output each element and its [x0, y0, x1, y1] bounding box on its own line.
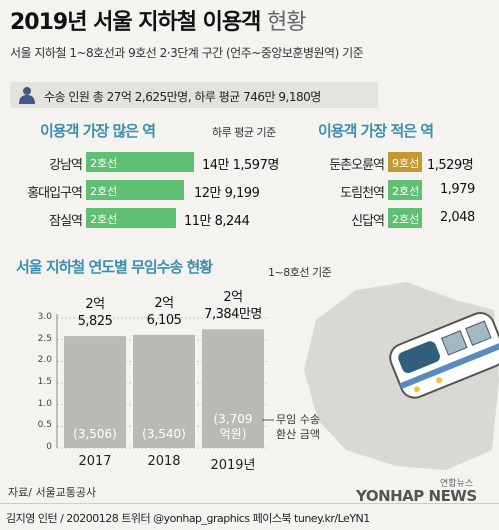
y-tick-label: 0 — [46, 442, 52, 452]
source-note: 자료/ 서울교통공사 — [8, 486, 97, 499]
credit-text: 김지영 인턴 / 20200128 트위터 @yonhap_graphics 페… — [6, 512, 370, 525]
station-name: 신답역 — [351, 214, 385, 229]
line-badge: 2호선 — [86, 152, 194, 172]
y-tick-label: 2.0 — [37, 355, 52, 366]
line-label: 2호선 — [90, 213, 118, 226]
line-label: 2호선 — [392, 213, 420, 226]
bar-2017 — [64, 336, 126, 448]
line-label: 9호선 — [392, 157, 420, 170]
station-name: 강남역 — [49, 158, 83, 173]
least-title: 이용객 가장 적은 역 — [318, 122, 434, 140]
credit-bar — [0, 503, 499, 530]
y-tick-label: 0.5 — [37, 420, 52, 431]
bar-inner-label: (3,709 억원) — [213, 412, 253, 441]
station-value: 1,979 — [440, 182, 475, 197]
subtitle: 서울 지하철 1~8호선과 9호선 2·3단계 구간 (언주~중앙보훈병원역) … — [10, 46, 364, 60]
station-value: 12만 9,199 — [194, 186, 260, 201]
line-badge: 2호선 — [86, 208, 176, 228]
agency-small-label: 연합뉴스 — [440, 479, 474, 489]
station-name: 도림천역 — [340, 186, 385, 201]
free-title: 서울 지하철 연도별 무임수송 현황 — [16, 258, 213, 276]
most-note: 하루 평균 기준 — [212, 126, 276, 139]
station-value: 2,048 — [440, 210, 475, 225]
person-icon — [19, 87, 35, 104]
bar-value-label: 2억 7,384만명 — [204, 290, 262, 323]
station-value: 14만 1,597명 — [202, 158, 279, 173]
bar-value-label: 2억 5,825 — [77, 297, 113, 330]
line-badge: 2호선 — [388, 208, 422, 228]
y-tick-label: 3.0 — [37, 312, 52, 322]
y-tick-label: 2.5 — [37, 333, 52, 344]
line-badge: 9호선 — [388, 152, 422, 172]
y-tick-label: 1.5 — [37, 377, 52, 387]
station-name: 잠실역 — [49, 214, 83, 229]
bar-2018 — [133, 334, 195, 448]
seoul-map-train-illustration — [304, 282, 499, 470]
title-suffix: 현황 — [267, 10, 306, 35]
most-title: 이용객 가장 많은 역 — [40, 122, 156, 140]
y-tick-label: 1.0 — [37, 398, 52, 409]
x-tick-label: 2017 — [78, 454, 112, 469]
totals-text: 수송 인원 총 27억 2,625만명, 하루 평균 746만 9,180명 — [44, 90, 321, 104]
totals-box — [10, 82, 378, 108]
line-label: 2호선 — [90, 157, 118, 170]
legend-note: 무임 수송 환산 금액 — [276, 412, 320, 442]
station-name: 둔촌오륜역 — [329, 158, 385, 173]
bar-2019년 — [202, 329, 264, 448]
title-main: 2019년 서울 지하철 이용객 — [10, 10, 261, 35]
legend-note-line1: 무임 수송 — [276, 413, 320, 426]
line-label: 2호선 — [90, 185, 118, 198]
legend-note-line2: 환산 금액 — [276, 428, 320, 441]
x-tick-label: 2019년 — [210, 458, 256, 473]
agency-logo-text: YONHAP NEWS — [356, 487, 477, 505]
line-badge: 2호선 — [86, 180, 184, 200]
station-name: 홍대입구역 — [27, 186, 83, 201]
free-note: 1~8호선 기준 — [268, 266, 332, 279]
page-title: 2019년 서울 지하철 이용객 현황 — [10, 4, 307, 36]
station-value: 11만 8,244 — [184, 214, 250, 229]
x-tick-label: 2018 — [147, 454, 181, 469]
line-label: 2호선 — [392, 185, 420, 198]
station-value: 1,529명 — [427, 158, 474, 173]
bar-inner-label: (3,506) — [73, 427, 117, 441]
bar-value-label: 2억 6,105 — [146, 295, 182, 328]
line-badge: 2호선 — [388, 180, 422, 200]
bar-inner-label: (3,540) — [142, 427, 186, 441]
